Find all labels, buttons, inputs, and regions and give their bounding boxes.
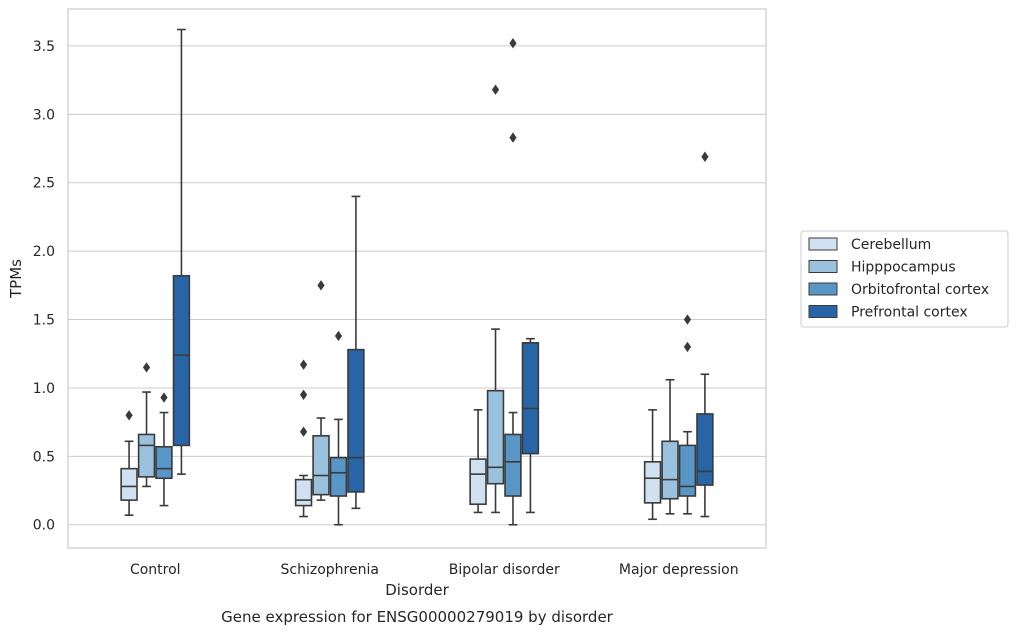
outlier-point (701, 151, 709, 162)
outlier-point (509, 132, 517, 143)
y-tick-label: 1.0 (33, 381, 55, 397)
chart-title: Gene expression for ENSG00000279019 by d… (221, 608, 614, 626)
y-tick-label: 0.5 (33, 449, 55, 465)
box-hipppocampus-major-depression (661, 378, 679, 515)
box-iqr (172, 274, 191, 447)
box-iqr (469, 458, 487, 506)
box-iqr (678, 444, 697, 497)
legend-label: Cerebellum (851, 237, 931, 253)
box-iqr (312, 435, 330, 496)
box-iqr (155, 445, 173, 480)
y-tick-label: 1.5 (33, 313, 55, 329)
outlier-point (142, 362, 151, 373)
y-tick-label: 2.0 (33, 244, 55, 260)
box-cerebellum-major-depression (643, 409, 662, 521)
box-iqr (643, 461, 662, 504)
outlier-point (299, 359, 308, 370)
box-iqr (486, 389, 505, 485)
outlier-point (317, 280, 325, 291)
box-orbitofrontal-cortex-major-depression (678, 314, 697, 515)
legend-swatch (808, 260, 838, 273)
outlier-point (160, 392, 168, 403)
box-iqr (521, 341, 540, 455)
x-tick-label: Control (130, 562, 181, 578)
outlier-point (509, 38, 517, 49)
y-axis-ticks: 0.0 0.5 1.0 1.5 2.0 2.5 3.0 3.5 (33, 39, 55, 534)
box-prefrontal-cortex-bipolar-disorder (521, 337, 540, 514)
box-orbitofrontal-cortex-control (155, 392, 173, 507)
y-axis-label: TPMs (7, 259, 25, 299)
x-tick-label: Bipolar disorder (449, 562, 560, 578)
box-hipppocampus-bipolar-disorder (486, 84, 505, 514)
box-prefrontal-cortex-major-depression (696, 151, 714, 518)
y-tick-label: 3.0 (33, 107, 55, 123)
x-tick-label: Schizophrenia (281, 562, 379, 578)
legend-label: Prefrontal cortex (851, 305, 968, 321)
outlier-point (683, 341, 692, 353)
outlier-point (299, 426, 308, 437)
box-iqr (294, 478, 313, 507)
box-iqr (696, 413, 714, 486)
outlier-point (299, 389, 308, 400)
box-orbitofrontal-cortex-schizophrenia (329, 330, 348, 526)
outlier-point (683, 314, 692, 325)
box-iqr (347, 348, 365, 493)
box-cerebellum-schizophrenia (294, 359, 313, 518)
y-tick-label: 0.0 (33, 518, 55, 534)
box-iqr (504, 433, 522, 497)
box-iqr (661, 440, 679, 500)
box-hipppocampus-schizophrenia (312, 280, 330, 501)
outlier-point (125, 410, 133, 421)
y-tick-label: 2.5 (33, 176, 55, 192)
outlier-point (491, 84, 500, 95)
plot-frame (67, 8, 767, 549)
legend-label: Orbitofrontal cortex (851, 282, 989, 298)
x-axis-label: Disorder (385, 581, 449, 599)
box-cerebellum-control (120, 410, 138, 516)
x-axis-ticks: Control Schizophrenia Bipolar disorder Majo… (130, 562, 739, 578)
box-cerebellum-bipolar-disorder (469, 409, 487, 514)
box-prefrontal-cortex-schizophrenia (347, 195, 365, 510)
legend: Cerebellum Hipppocampus Orbitofrontal cort… (800, 230, 1009, 328)
box-iqr (120, 467, 138, 501)
box-iqr (137, 433, 156, 478)
x-tick-label: Major depression (619, 562, 739, 578)
plot-area (120, 28, 714, 526)
box-prefrontal-cortex-control (172, 28, 191, 475)
y-tick-label: 3.5 (33, 39, 55, 55)
box-iqr (329, 456, 348, 497)
legend-swatch (808, 282, 838, 296)
legend-swatch (808, 237, 838, 251)
legend-frame (800, 230, 1009, 328)
outlier-point (334, 330, 343, 342)
box-hipppocampus-control (137, 362, 156, 488)
legend-label: Hipppocampus (851, 260, 956, 276)
box-orbitofrontal-cortex-bipolar-disorder (504, 38, 522, 526)
legend-swatch (808, 305, 838, 318)
